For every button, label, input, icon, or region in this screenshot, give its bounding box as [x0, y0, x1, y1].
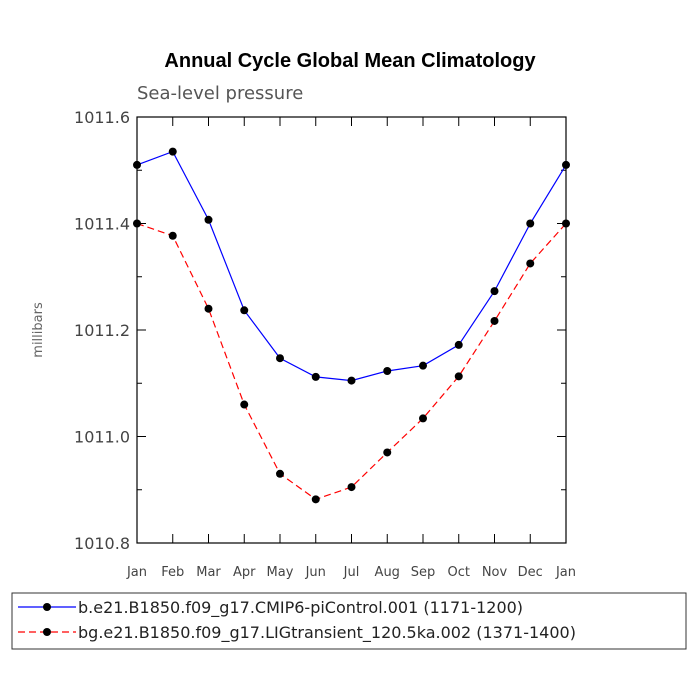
data-point	[347, 483, 356, 492]
x-tick-label: Feb	[161, 565, 184, 580]
data-point	[311, 372, 320, 381]
chart-subtitle: Sea-level pressure	[137, 83, 303, 104]
data-point	[168, 231, 177, 240]
y-tick-label: 1011.6	[74, 108, 130, 127]
x-tick-label: Apr	[233, 565, 256, 580]
data-point	[419, 361, 427, 370]
y-axis-label: millibars	[31, 302, 46, 358]
y-tick-label: 1010.8	[74, 534, 130, 553]
legend-marker	[43, 603, 51, 611]
data-point	[276, 469, 284, 478]
x-tick-label: Aug	[375, 565, 400, 580]
y-tick-label: 1011.0	[74, 428, 130, 447]
x-tick-label: Oct	[448, 565, 470, 580]
series-line	[136, 150, 567, 382]
data-point	[383, 367, 392, 376]
x-tick-label: Jan	[555, 565, 576, 580]
data-point	[240, 400, 249, 409]
legend-box	[11, 592, 687, 650]
axes: 1010.8 1011.0 1011.2 1011.4 1011.6 Jan Feb Mar A…	[74, 108, 576, 580]
data-point	[383, 448, 392, 457]
data-point	[204, 304, 213, 313]
data-point	[276, 354, 284, 363]
data-point	[562, 160, 570, 169]
data-point	[347, 376, 356, 385]
data-point	[311, 495, 320, 504]
data-point	[240, 306, 249, 315]
series-layer	[133, 147, 570, 504]
x-tick-label: May	[267, 565, 294, 580]
series-1	[133, 147, 570, 385]
series-2	[133, 219, 570, 504]
data-point	[490, 316, 499, 325]
plot-frame	[136, 116, 567, 544]
x-tick-label: Mar	[196, 565, 221, 580]
legend-entry: bg.e21.B1850.f09_g17.LIGtransient_120.5k…	[18, 623, 576, 643]
legend-marker	[43, 628, 51, 636]
legend-label: b.e21.B1850.f09_g17.CMIP6-piControl.001 …	[78, 598, 523, 618]
data-point	[168, 147, 177, 156]
data-point	[454, 340, 463, 349]
x-tick-label: Jan	[126, 565, 147, 580]
data-point	[204, 215, 213, 224]
legend-entry: b.e21.B1850.f09_g17.CMIP6-piControl.001 …	[18, 598, 523, 618]
x-tick-label: Sep	[411, 565, 436, 580]
data-point	[419, 414, 427, 423]
y-tick-label: 1011.2	[74, 321, 130, 340]
series-line	[136, 222, 567, 501]
chart-title: Annual Cycle Global Mean Climatology	[164, 50, 536, 72]
data-point	[526, 219, 535, 228]
data-point	[133, 219, 141, 228]
data-point	[454, 372, 463, 381]
data-point	[133, 160, 141, 169]
data-point	[490, 287, 499, 296]
data-point	[526, 259, 535, 268]
y-tick-label: 1011.4	[74, 215, 130, 234]
x-tick-label: Jul	[343, 565, 360, 580]
x-tick-label: Jun	[305, 565, 326, 580]
legend: b.e21.B1850.f09_g17.CMIP6-piControl.001 …	[11, 592, 687, 650]
x-tick-label: Nov	[482, 565, 508, 580]
legend-label: bg.e21.B1850.f09_g17.LIGtransient_120.5k…	[78, 623, 576, 643]
data-point	[562, 219, 570, 228]
x-tick-label: Dec	[518, 565, 543, 580]
